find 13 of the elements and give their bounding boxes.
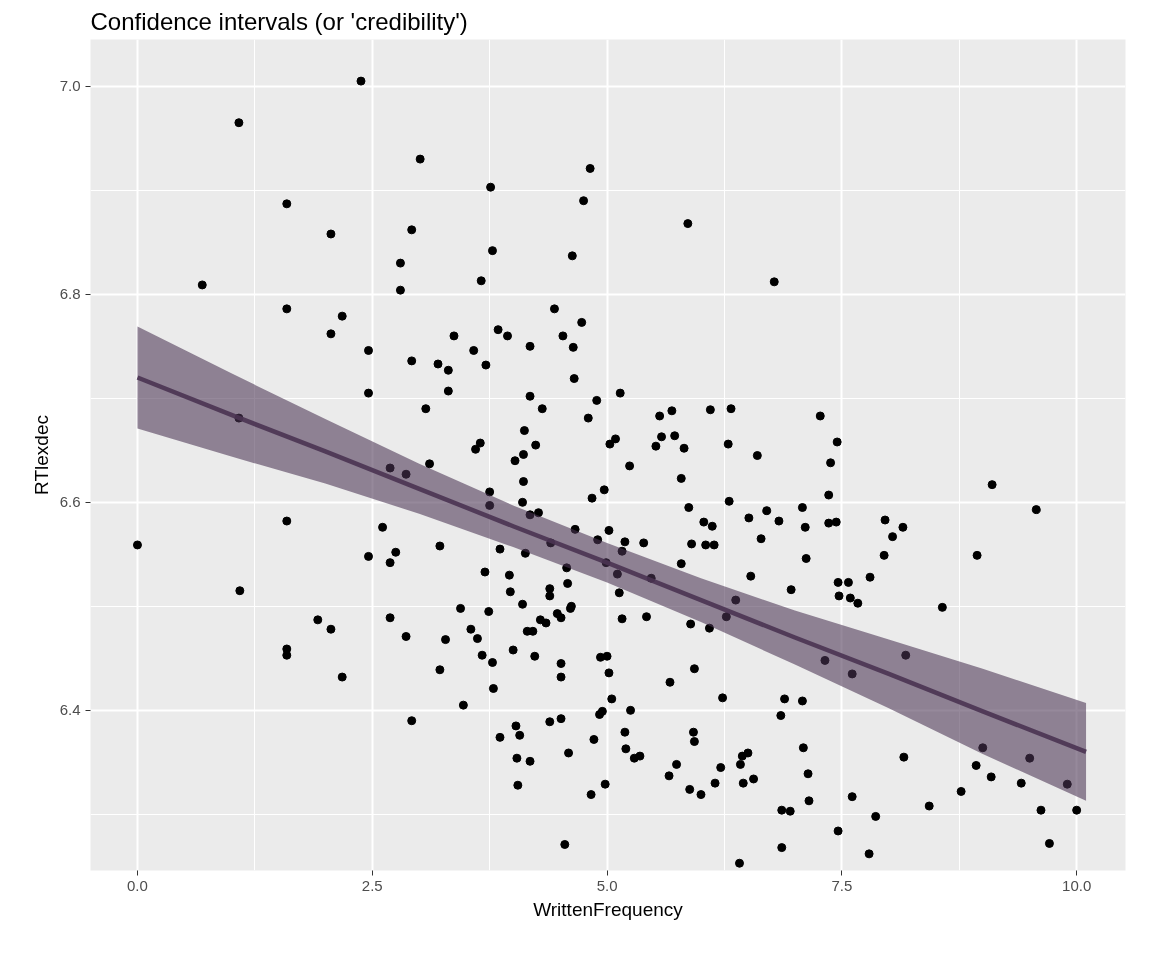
y-tick-label: 6.8 [59, 285, 81, 303]
line-series [135, 375, 1089, 755]
x-tick-label: 5.0 [596, 876, 618, 894]
y-tick-label: 6.4 [59, 701, 81, 719]
x-tick-label: 2.5 [361, 876, 383, 894]
y-tick-label: 7.0 [59, 77, 81, 95]
y-axis-title: RTlexdec [30, 415, 52, 495]
x-tick-label: 7.5 [831, 876, 853, 894]
x-axis-title: WrittenFrequency [533, 898, 684, 920]
x-tick-label: 0.0 [127, 876, 148, 894]
x-tick-label: 10.0 [1062, 876, 1092, 894]
y-tick-label: 6.6 [59, 493, 81, 511]
chart-title: Confidence intervals (or 'credibility') [90, 7, 468, 35]
